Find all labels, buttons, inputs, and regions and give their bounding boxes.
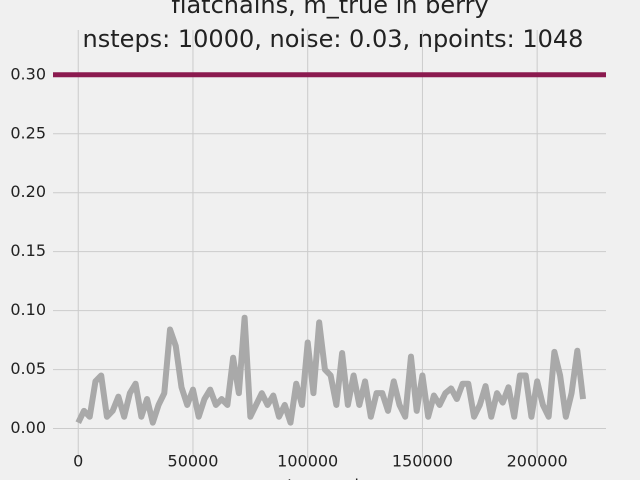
chart-subtitle: nsteps: 10000, noise: 0.03, npoints: 104…: [83, 25, 584, 53]
y-tick-label: 0.20: [10, 182, 46, 201]
x-tick-label: 150000: [392, 452, 453, 471]
y-tick-label: 0.25: [10, 123, 46, 142]
chart-title: flatchains, m_true in berry: [171, 0, 488, 19]
y-tick-label: 0.10: [10, 300, 46, 319]
y-tick-label: 0.30: [10, 64, 46, 83]
y-tick-label: 0.05: [10, 359, 46, 378]
x-tick-label: 50000: [168, 452, 219, 471]
x-tick-label: 100000: [277, 452, 338, 471]
x-tick-label: 0: [73, 452, 83, 471]
data-line: [75, 314, 587, 426]
x-axis-label: step number: [279, 476, 382, 480]
y-tick-label: 0.00: [10, 418, 46, 437]
x-tick-label: 200000: [507, 452, 568, 471]
y-tick-label: 0.15: [10, 241, 46, 260]
